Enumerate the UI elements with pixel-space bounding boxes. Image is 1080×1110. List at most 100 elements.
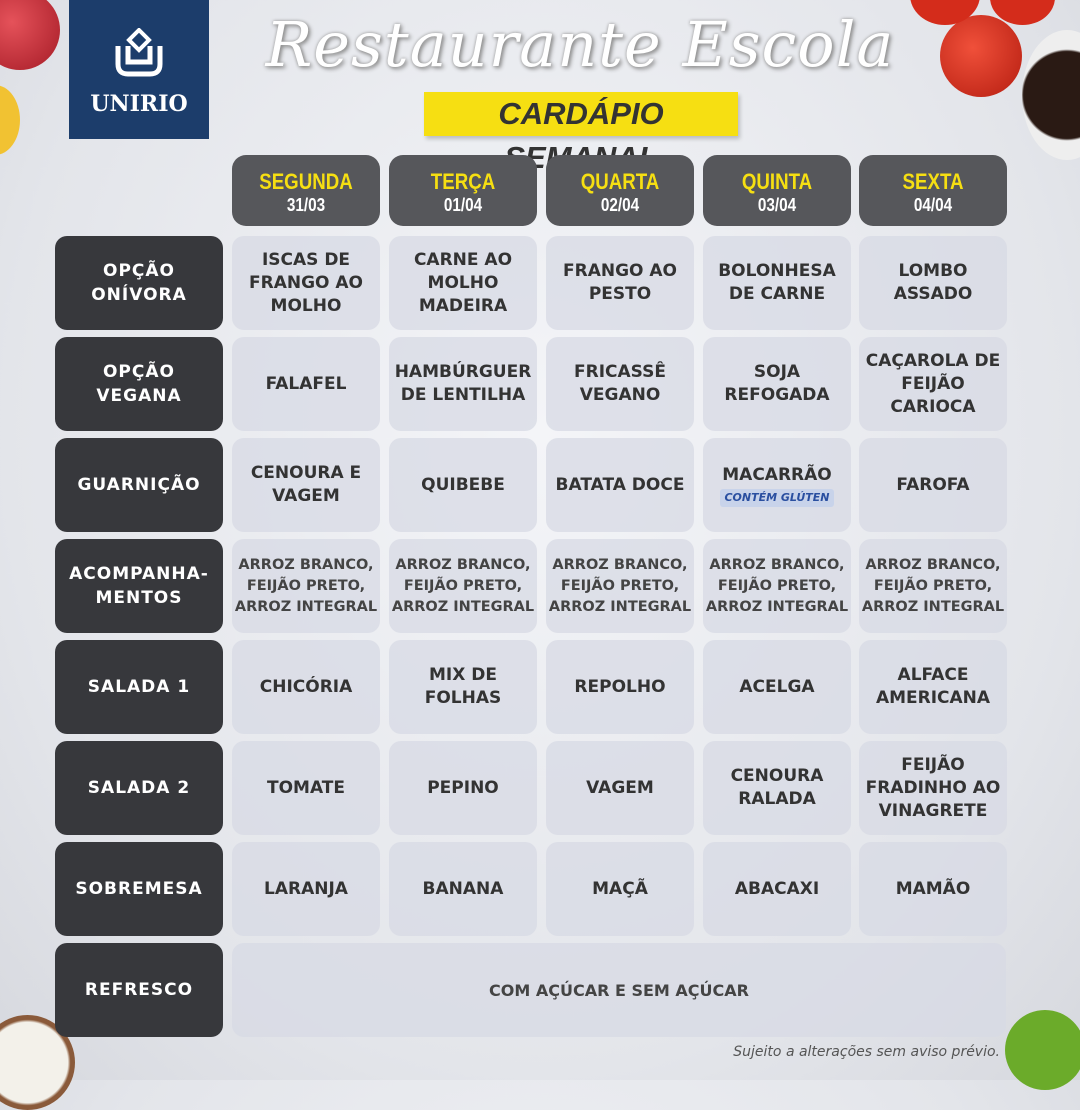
basil-decoration [1005,1010,1080,1090]
day-name: SEXTA [902,169,964,194]
menu-cell: ARROZ BRANCO, FEIJÃO PRETO, ARROZ INTEGR… [546,539,694,633]
page-subtitle: CARDÁPIO SEMANAL [424,92,738,175]
menu-cell: BANANA [389,842,537,936]
menu-cell: CENOURA RALADA [703,741,851,835]
row-label: OPÇÃO VEGANA [55,337,223,431]
day-date: 31/03 [286,195,326,215]
tomato-decoration [940,15,1022,97]
day-header: QUINTA 03/04 [703,155,851,226]
menu-cell: REPOLHO [546,640,694,734]
cell-text: BOLONHESA DE CARNE [718,261,836,304]
cell-text: FALAFEL [265,373,347,394]
menu-cell: FALAFEL [232,337,380,431]
cell-text: ACELGA [739,676,815,697]
menu-cell: FEIJÃO FRADINHO AO VINAGRETE [859,741,1007,835]
cell-text: CENOURA E VAGEM [250,463,362,506]
day-header: TERÇA 01/04 [389,155,537,226]
day-date: 03/04 [757,195,797,215]
cell-text: REPOLHO [574,676,666,697]
pepper-bowl-decoration [1022,30,1080,160]
menu-cell: FRANGO AO PESTO [546,236,694,330]
cell-text: BANANA [422,878,504,899]
cell-text: LARANJA [264,878,348,899]
day-name: QUINTA [741,169,813,194]
menu-cell: LOMBO ASSADO [859,236,1007,330]
menu-cell: ARROZ BRANCO, FEIJÃO PRETO, ARROZ INTEGR… [232,539,380,633]
day-name: SEGUNDA [259,169,353,194]
menu-cell: VAGEM [546,741,694,835]
cell-text: VAGEM [586,777,654,798]
menu-cell: MACARRÃO CONTÉM GLÚTEN [703,438,851,532]
apple-decoration [0,0,60,70]
cell-text: ARROZ BRANCO, FEIJÃO PRETO, ARROZ INTEGR… [234,556,378,615]
cell-text: ABACAXI [734,878,820,899]
day-header: QUARTA 02/04 [546,155,694,226]
row-label: OPÇÃO ONÍVORA [55,236,223,330]
menu-cell: SOJA REFOGADA [703,337,851,431]
cell-text: ARROZ BRANCO, FEIJÃO PRETO, ARROZ INTEGR… [861,556,1005,615]
allergen-badge: CONTÉM GLÚTEN [720,488,834,507]
menu-cell: MAÇÃ [546,842,694,936]
page-title: Restaurante Escola [265,8,895,81]
row-label: SALADA 1 [55,640,223,734]
cell-text: FRANGO AO PESTO [562,261,678,304]
row-label: REFRESCO [55,943,223,1037]
cell-text: LOMBO ASSADO [893,261,973,304]
cell-text: CHICÓRIA [259,676,353,697]
cell-text: CENOURA RALADA [730,766,824,809]
cell-text: MAÇÃ [592,878,648,899]
cell-text: QUIBEBE [421,474,505,495]
unirio-logo-icon [115,28,163,77]
cell-text: BATATA DOCE [555,474,685,495]
cell-text: ARROZ BRANCO, FEIJÃO PRETO, ARROZ INTEGR… [705,556,849,615]
row-label: SALADA 2 [55,741,223,835]
cell-text: FRICASSÊ VEGANO [574,362,666,405]
day-header: SEXTA 04/04 [859,155,1007,226]
menu-cell: FAROFA [859,438,1007,532]
menu-cell: HAMBÚRGUER DE LENTILHA [389,337,537,431]
menu-cell: ARROZ BRANCO, FEIJÃO PRETO, ARROZ INTEGR… [859,539,1007,633]
menu-cell: MIX DE FOLHAS [389,640,537,734]
menu-cell: PEPINO [389,741,537,835]
merged-cell: COM AÇÚCAR E SEM AÇÚCAR [232,943,1006,1037]
cell-text: MIX DE FOLHAS [424,665,502,708]
unirio-logo: UNIRIO [69,0,209,139]
cell-text: ALFACE AMERICANA [875,665,991,708]
menu-cell: CAÇAROLA DE FEIJÃO CARIOCA [859,337,1007,431]
row-label: ACOMPANHA- MENTOS [55,539,223,633]
cell-text: MACARRÃO [722,464,832,485]
menu-cell: BOLONHESA DE CARNE [703,236,851,330]
menu-cell: ARROZ BRANCO, FEIJÃO PRETO, ARROZ INTEGR… [389,539,537,633]
menu-cell: ACELGA [703,640,851,734]
cell-text: MAMÃO [895,878,971,899]
menu-cell: ABACAXI [703,842,851,936]
cell-text: FEIJÃO FRADINHO AO VINAGRETE [865,754,1001,821]
cell-text: PEPINO [427,777,499,798]
day-name: QUARTA [580,169,660,194]
menu-cell: MAMÃO [859,842,1007,936]
cell-text: COM AÇÚCAR E SEM AÇÚCAR [489,980,749,1000]
menu-cell: LARANJA [232,842,380,936]
menu-cell: CENOURA E VAGEM [232,438,380,532]
menu-cell: TOMATE [232,741,380,835]
menu-cell: ARROZ BRANCO, FEIJÃO PRETO, ARROZ INTEGR… [703,539,851,633]
cell-text: ARROZ BRANCO, FEIJÃO PRETO, ARROZ INTEGR… [391,556,535,615]
menu-cell: ISCAS DE FRANGO AO MOLHO [232,236,380,330]
row-label: GUARNIÇÃO [55,438,223,532]
day-name: TERÇA [430,169,496,194]
footer-note: Sujeito a alterações sem aviso prévio. [733,1044,1000,1060]
menu-cell: CARNE AO MOLHO MADEIRA [389,236,537,330]
row-label: SOBREMESA [55,842,223,936]
menu-cell: FRICASSÊ VEGANO [546,337,694,431]
cell-text: HAMBÚRGUER DE LENTILHA [394,362,532,405]
day-date: 04/04 [913,195,953,215]
cell-text: FAROFA [896,474,970,495]
menu-cell: QUIBEBE [389,438,537,532]
lemon-decoration [0,85,20,155]
cell-text: CARNE AO MOLHO MADEIRA [413,249,513,316]
menu-cell: BATATA DOCE [546,438,694,532]
logo-text: UNIRIO [90,91,188,117]
cell-text: TOMATE [266,777,345,798]
day-date: 02/04 [600,195,640,215]
menu-cell: ALFACE AMERICANA [859,640,1007,734]
